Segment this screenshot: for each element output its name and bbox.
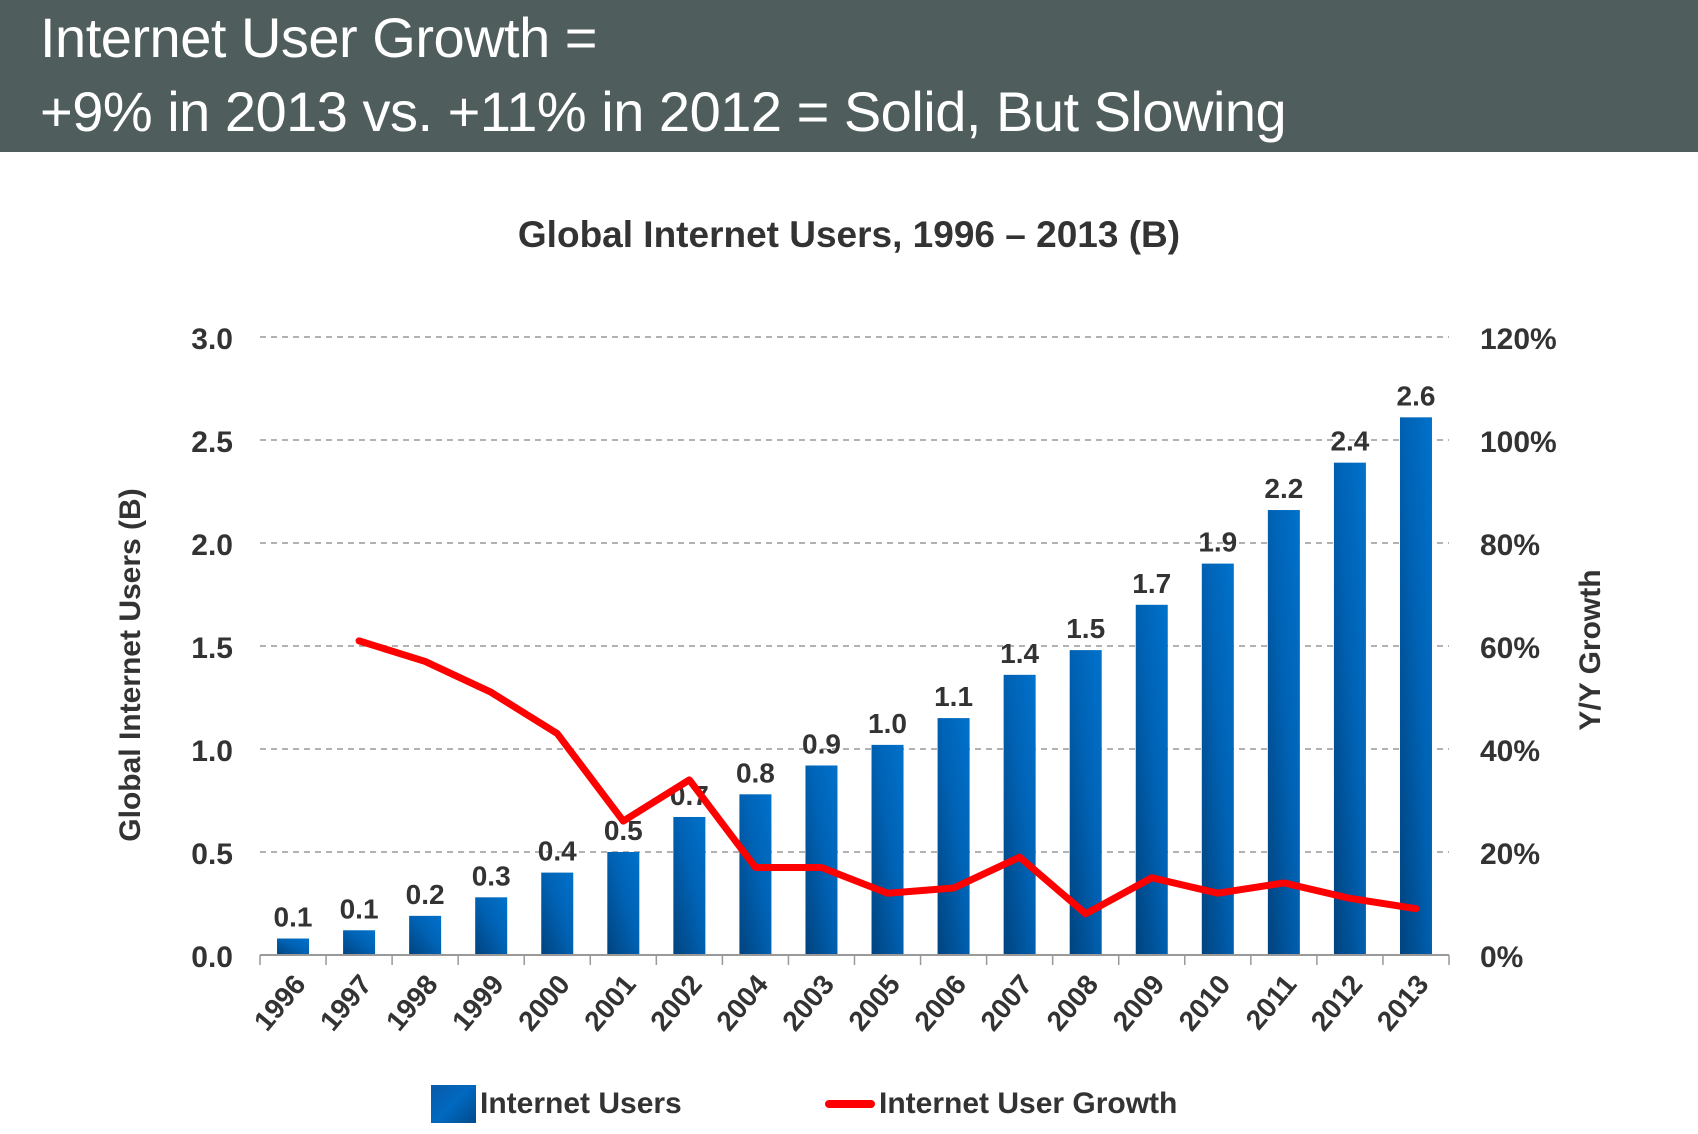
bar [871,744,904,955]
x-tick-label: 2003 [776,969,840,1037]
x-tick-label: 2002 [644,969,708,1037]
bar-data-labels: 0.1 0.1 0.20.30.40.50.70.80.91.01.11.41.51… [274,380,1436,932]
x-tick-label: 2013 [1371,969,1435,1037]
y-tick-label: 1.0 [191,735,233,768]
bar-data-label: 0.1 [340,893,379,924]
x-tick-label: 2009 [1107,969,1171,1037]
legend-line-swatch-icon [825,1100,875,1108]
y-tick-label: 0.0 [191,941,233,974]
growth-line-series [355,637,1420,918]
x-tick-label: 2006 [908,969,972,1037]
x-tick-label: 2005 [842,969,906,1037]
legend-item-internet-user-growth: Internet User Growth [825,1084,1177,1124]
bar-data-label: 2.2 [1264,473,1303,504]
bar-data-label: 2.6 [1397,380,1436,411]
bar [277,938,310,955]
gridlines [260,336,1449,853]
y2-tick-label: 60% [1480,632,1540,665]
y2-tick-label: 120% [1480,323,1557,356]
bar-data-label: 0.2 [406,879,445,910]
bar-data-label: 1.1 [934,681,973,712]
bar [673,816,706,955]
x-tick-label: 2011 [1240,969,1303,1035]
axes: 0.0 0.5 1.0 1.5 2.0 2.5 3.0 0% 20% 40% 60% 80% 100% 1… [114,323,1607,1037]
headline-line-2: +9% in 2013 vs. +11% in 2012 = Solid, Bu… [40,80,1287,143]
legend-label: Internet Users [480,1087,682,1120]
x-tick-label: 1996 [248,969,312,1037]
bar-data-label: 1.5 [1066,613,1105,644]
legend-item-internet-users: Internet Users [431,1084,682,1124]
bar [739,794,772,955]
x-tick-label: 1997 [314,969,378,1037]
bar-data-label: 0.1 [274,902,313,933]
bar-series [277,417,1432,956]
chart-title: Global Internet Users, 1996 – 2013 (B) [517,214,1181,255]
y2-tick-label: 20% [1480,838,1540,871]
y-tick-label: 0.5 [191,838,233,871]
bar-data-label: 0.8 [736,757,775,788]
bar-data-label: 0.4 [538,836,577,867]
bar [805,765,838,955]
bar-data-label: 1.9 [1198,527,1237,558]
y2-tick-label: 100% [1480,426,1557,459]
x-tick-label: 2000 [512,969,576,1037]
x-tick-label: 1998 [380,969,444,1037]
bar-data-label: 1.4 [1000,638,1039,669]
bar [1135,604,1168,955]
bar-data-label: 2.4 [1330,426,1369,457]
legend-bar-swatch-icon [431,1085,476,1123]
y2-tick-label: 0% [1480,941,1523,974]
bar [1333,462,1366,955]
headline-line-1: Internet User Growth = [40,6,598,69]
legend-label: Internet User Growth [879,1087,1178,1120]
y-tick-label: 3.0 [191,323,233,356]
y-tick-label: 2.5 [191,426,233,459]
bar [343,930,376,955]
y2-axis-title: Y/Y Growth [1574,569,1607,730]
x-tick-label: 2007 [974,969,1038,1037]
bar [1003,674,1036,955]
bar [607,852,640,955]
y-tick-label: 2.0 [191,529,233,562]
bar [541,872,574,955]
bar [475,897,508,955]
bar-data-label: 1.0 [868,708,907,739]
y-tick-label: 1.5 [191,632,233,665]
x-tick-label: 2004 [710,969,774,1037]
x-tick-label: 2012 [1305,969,1369,1037]
x-tick-label: 1999 [446,969,510,1037]
bar [937,718,970,955]
y-axis-title: Global Internet Users (B) [114,488,147,841]
bar-data-label: 1.7 [1132,568,1171,599]
bar-data-label: 0.3 [472,860,511,891]
slide-header: Internet User Growth = +9% in 2013 vs. +… [0,0,1698,152]
x-tick-label: 2008 [1040,969,1104,1037]
bar [1399,417,1432,956]
y2-tick-label: 40% [1480,735,1540,768]
y2-tick-label: 80% [1480,529,1540,562]
bar-data-label: 0.9 [802,728,841,759]
x-tick-label: 2010 [1173,969,1237,1037]
bar [409,915,442,955]
x-tick-label: 2001 [578,969,642,1037]
